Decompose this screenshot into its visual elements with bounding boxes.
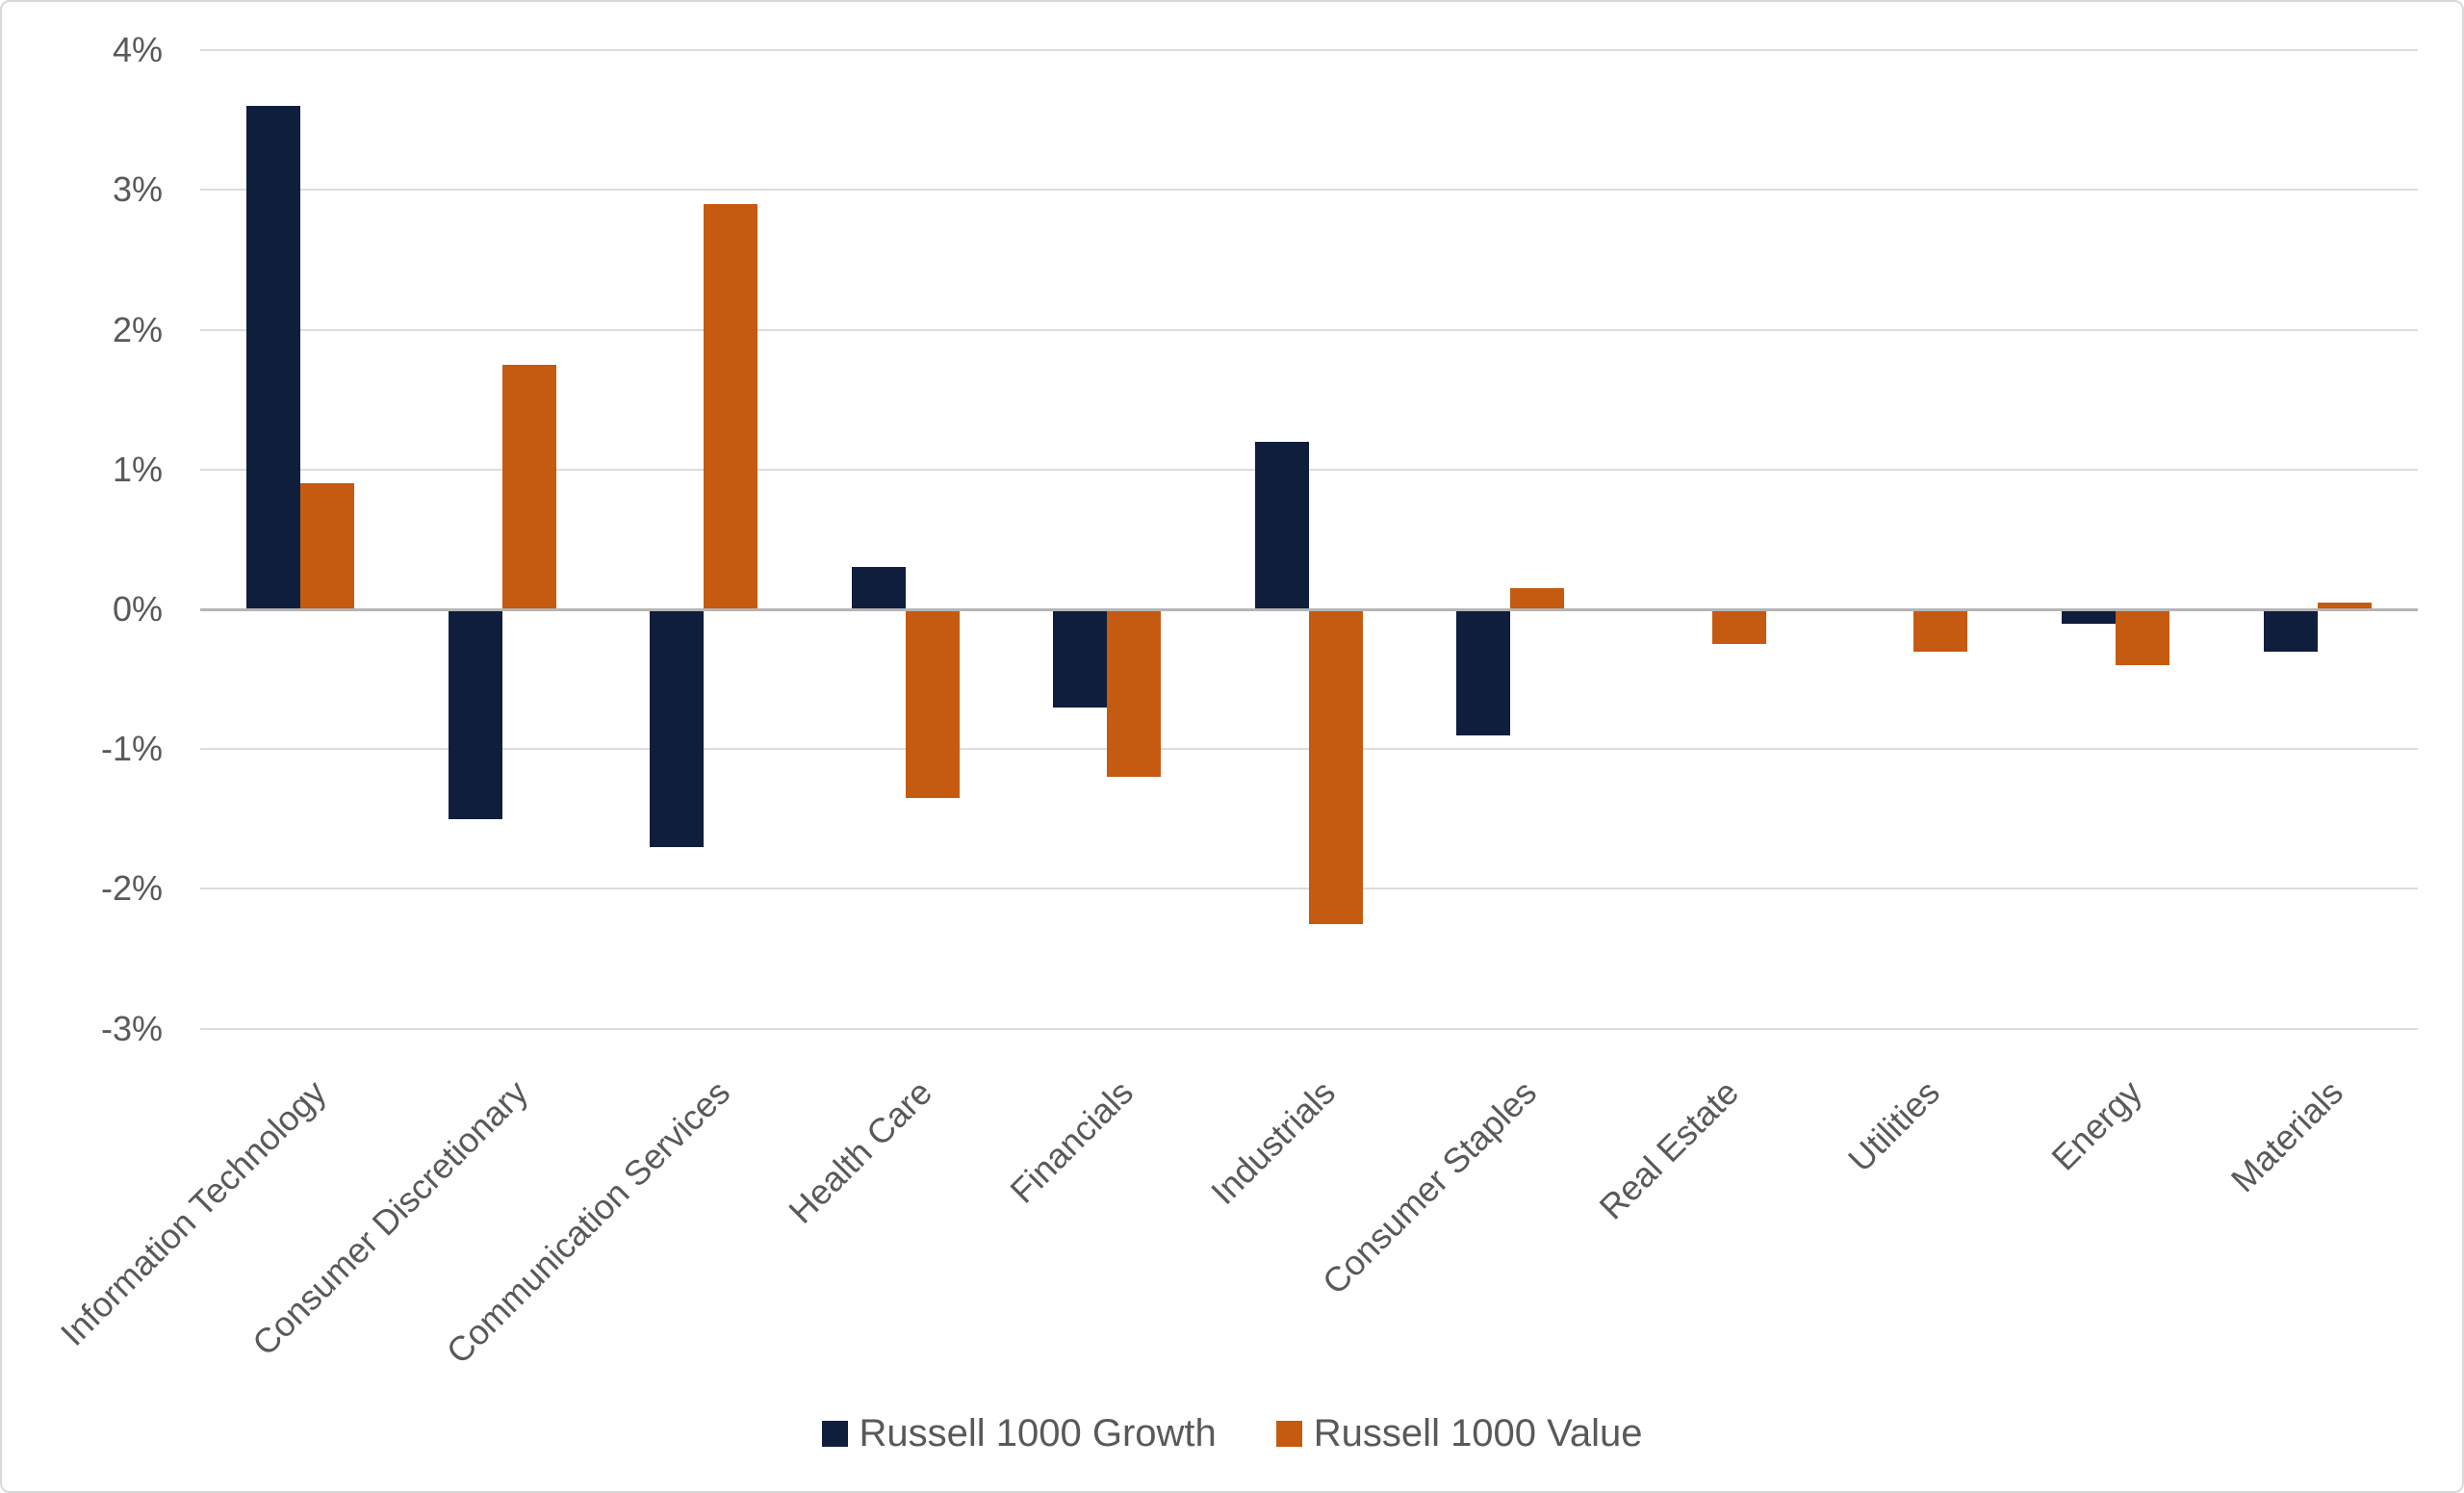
legend-item-value: Russell 1000 Value — [1275, 1412, 1643, 1454]
x-axis-label: Financials — [1002, 1072, 1142, 1211]
growth-series-swatch — [821, 1420, 848, 1447]
y-axis-tick-label: -3% — [100, 1008, 163, 1048]
y-axis-tick-label: 2% — [112, 309, 163, 349]
x-axis-label: Health Care — [780, 1072, 939, 1231]
value-bar-real-estate — [1711, 609, 1766, 645]
x-axis-label: Industrials — [1202, 1072, 1343, 1213]
growth-bar-consumer-discretionary — [448, 609, 502, 819]
gridline — [200, 1027, 2418, 1030]
value-bar-financials — [1107, 609, 1162, 778]
growth-bar-health-care — [851, 567, 906, 609]
growth-series-label: Russell 1000 Growth — [859, 1412, 1217, 1454]
value-bar-communication-services — [704, 203, 758, 609]
value-bar-utilities — [1913, 609, 1968, 652]
x-axis-label: Energy — [2043, 1072, 2149, 1178]
x-axis-label: Utilities — [1840, 1072, 1948, 1180]
growth-bar-industrials — [1254, 441, 1309, 609]
value-bar-consumer-staples — [1510, 588, 1565, 609]
gridline — [200, 468, 2418, 471]
value-bar-energy — [2115, 609, 2169, 666]
growth-bar-information-technology — [246, 106, 300, 609]
value-bar-industrials — [1308, 609, 1363, 924]
growth-bar-energy — [2061, 609, 2116, 624]
value-series-label: Russell 1000 Value — [1313, 1412, 1643, 1454]
growth-bar-financials — [1053, 609, 1108, 708]
legend-item-growth: Russell 1000 Growth — [821, 1412, 1217, 1454]
zero-axis-line — [200, 607, 2418, 611]
growth-bar-consumer-staples — [1456, 609, 1511, 735]
value-bar-materials — [2317, 602, 2372, 609]
x-axis-label: Consumer Staples — [1314, 1072, 1545, 1302]
value-bar-information-technology — [300, 483, 354, 609]
y-axis-tick-label: 1% — [112, 449, 163, 489]
x-axis-label: Real Estate — [1591, 1072, 1746, 1227]
gridline — [200, 328, 2418, 331]
y-axis-tick-label: -1% — [100, 729, 163, 769]
y-axis-tick-label: 4% — [112, 30, 163, 70]
growth-bar-communication-services — [650, 609, 705, 847]
value-series-swatch — [1275, 1420, 1302, 1447]
y-axis-tick-label: 0% — [112, 589, 163, 629]
gridline — [200, 189, 2418, 192]
y-axis-tick-label: -2% — [100, 868, 163, 909]
growth-bar-materials — [2263, 609, 2318, 652]
value-bar-consumer-discretionary — [501, 364, 556, 609]
legend: Russell 1000 Growth Russell 1000 Value — [2, 1409, 2462, 1457]
value-bar-health-care — [905, 609, 960, 799]
gridline — [200, 49, 2418, 52]
y-axis-tick-label: 3% — [112, 169, 163, 210]
x-axis-label: Materials — [2223, 1072, 2351, 1200]
